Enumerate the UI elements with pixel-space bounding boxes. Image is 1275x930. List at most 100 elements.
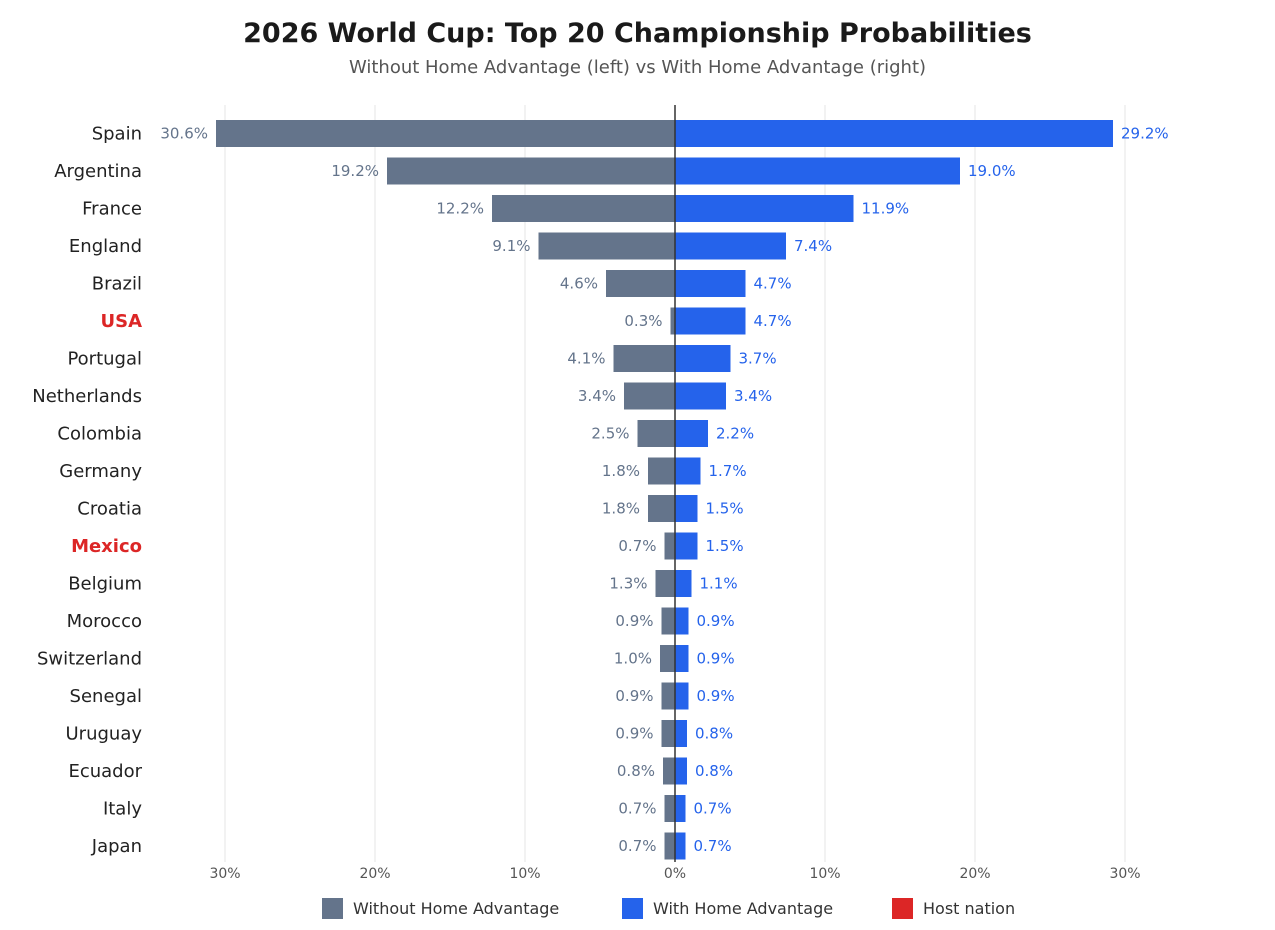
x-tick-label: 30% [1109,866,1140,882]
data-label-with-home: 0.9% [697,650,735,668]
data-label-with-home: 0.7% [694,837,732,855]
data-label-without-home: 3.4% [578,387,616,405]
bar-with-home-germany [675,457,701,485]
data-label-without-home: 0.8% [617,762,655,780]
legend-item-host-nation: Host nation [892,896,1015,920]
bar-with-home-brazil [675,270,746,297]
data-label-with-home: 1.5% [706,537,744,555]
legend-swatch-without-home [322,897,343,919]
chart-title: 2026 World Cup: Top 20 Championship Prob… [243,18,1032,49]
data-label-without-home: 0.9% [615,725,653,743]
bar-with-home-spain [675,120,1113,147]
bar-with-home-england [675,232,786,260]
bar-with-home-france [675,195,854,222]
data-label-with-home: 29.2% [1121,125,1169,143]
bar-with-home-mexico [675,532,698,560]
data-label-without-home: 0.9% [615,687,653,705]
data-label-with-home: 4.7% [754,275,792,293]
data-label-with-home: 0.9% [697,687,735,705]
data-label-without-home: 0.7% [618,837,656,855]
legend-item-with-home: With Home Advantage [622,896,833,920]
category-label-france: France [82,199,142,220]
bar-with-home-belgium [675,570,692,597]
category-label-brazil: Brazil [92,274,142,295]
bar-with-home-switzerland [675,645,689,672]
bar-without-home-uruguay [661,720,675,747]
bar-with-home-ecuador [675,757,687,785]
data-label-without-home: 0.7% [618,800,656,818]
category-label-argentina: Argentina [54,161,142,182]
data-label-without-home: 30.6% [160,125,208,143]
bar-with-home-uruguay [675,720,687,747]
category-label-netherlands: Netherlands [32,386,142,407]
category-label-uruguay: Uruguay [66,724,143,745]
data-label-without-home: 1.0% [614,650,652,668]
category-label-usa: USA [100,311,142,332]
data-label-without-home: 19.2% [331,162,379,180]
category-label-switzerland: Switzerland [37,649,142,670]
data-label-with-home: 1.7% [709,462,747,480]
legend-label-host-nation: Host nation [923,898,1016,918]
bar-without-home-croatia [648,495,675,522]
bar-without-home-morocco [661,607,675,635]
bar-with-home-colombia [675,420,708,447]
bar-with-home-italy [675,795,686,822]
bar-with-home-morocco [675,607,689,635]
bar-without-home-england [538,232,675,260]
data-label-with-home: 3.4% [734,387,772,405]
bar-without-home-mexico [664,532,675,560]
bar-with-home-japan [675,832,686,860]
data-label-without-home: 4.1% [567,350,605,368]
category-label-germany: Germany [59,461,142,482]
data-label-with-home: 1.1% [700,575,738,593]
x-tick-label: 0% [664,866,686,882]
data-label-with-home: 7.4% [794,237,832,255]
bar-with-home-portugal [675,345,731,372]
chart-subtitle: Without Home Advantage (left) vs With Ho… [348,57,927,78]
bar-without-home-switzerland [660,645,675,672]
bar-without-home-brazil [606,270,675,297]
category-label-morocco: Morocco [67,611,142,632]
category-label-belgium: Belgium [68,574,142,595]
data-label-with-home: 19.0% [968,162,1016,180]
data-label-without-home: 0.3% [624,312,662,330]
data-label-with-home: 11.9% [862,200,910,218]
x-tick-label: 10% [509,866,540,882]
bar-without-home-senegal [661,682,675,710]
data-label-with-home: 0.8% [695,725,733,743]
category-label-senegal: Senegal [70,686,142,707]
category-label-portugal: Portugal [67,349,142,370]
bar-without-home-japan [664,832,675,860]
bar-without-home-netherlands [624,382,675,410]
bar-with-home-argentina [675,157,960,185]
data-label-without-home: 1.8% [602,462,640,480]
category-label-croatia: Croatia [77,499,142,520]
category-label-italy: Italy [103,799,142,820]
bar-without-home-portugal [613,345,675,372]
data-label-without-home: 1.3% [609,575,647,593]
data-label-without-home: 0.9% [615,612,653,630]
data-label-with-home: 3.7% [739,350,777,368]
bar-without-home-germany [648,457,675,485]
data-label-with-home: 4.7% [754,312,792,330]
bar-without-home-spain [216,120,675,147]
bar-with-home-netherlands [675,382,726,410]
bar-without-home-belgium [655,570,675,597]
bar-without-home-ecuador [663,757,675,785]
category-label-spain: Spain [92,124,142,145]
data-label-without-home: 12.2% [436,200,484,218]
category-label-japan: Japan [91,836,142,857]
x-tick-label: 30% [209,866,240,882]
data-label-with-home: 0.8% [695,762,733,780]
x-tick-label: 20% [959,866,990,882]
data-label-with-home: 0.9% [697,612,735,630]
bar-with-home-usa [675,307,746,335]
data-label-with-home: 0.7% [694,800,732,818]
bar-without-home-colombia [637,420,675,447]
category-label-ecuador: Ecuador [68,761,142,782]
data-label-without-home: 4.6% [560,275,598,293]
legend-swatch-with-home [622,897,643,919]
bar-without-home-usa [670,307,675,335]
